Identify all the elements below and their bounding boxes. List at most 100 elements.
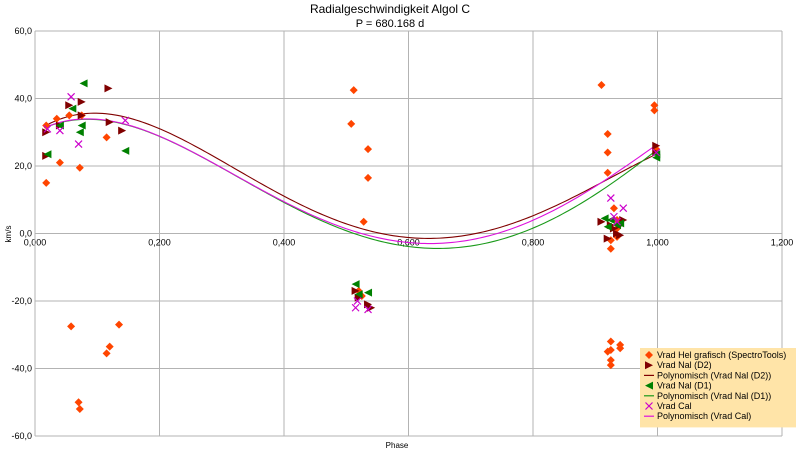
- data-point: [351, 280, 360, 289]
- data-point: [616, 231, 625, 240]
- data-point: [359, 217, 368, 226]
- legend-swatch: [645, 361, 653, 370]
- data-point: [75, 405, 84, 413]
- legend-label: Polynomisch (Vrad Nal (D2)): [657, 370, 771, 380]
- data-point: [105, 118, 114, 127]
- data-point: [75, 128, 84, 137]
- trend-curve: [44, 112, 658, 239]
- trend-curves: [44, 112, 658, 249]
- data-point: [67, 322, 76, 331]
- data-point: [613, 217, 621, 226]
- chart-title: Radialgeschwindigkeit Algol C: [310, 2, 470, 16]
- data-point: [364, 305, 372, 314]
- data-point: [606, 356, 615, 365]
- x-tick-label: 0,800: [522, 238, 545, 248]
- x-tick-label: 1,000: [646, 238, 669, 248]
- data-point: [43, 124, 52, 133]
- data-point: [652, 150, 661, 159]
- axes: 0,000 0,200 0,400 0,600 0,800 1,000 1,20060,04…: [11, 26, 793, 441]
- data-point: [603, 129, 612, 138]
- y-tick-label: -60,0: [11, 431, 32, 441]
- data-point: [349, 86, 358, 95]
- trend-curve: [44, 118, 658, 245]
- data-point: [74, 140, 83, 148]
- data-point: [55, 158, 64, 167]
- data-point: [74, 398, 83, 407]
- y-axis-title: km/s: [4, 226, 13, 243]
- data-point: [121, 116, 130, 125]
- data-point: [75, 163, 84, 172]
- chart-subtitle: P = 680.168 d: [356, 18, 425, 30]
- y-tick-label: 40,0: [14, 94, 32, 104]
- x-tick-label: 0,200: [148, 238, 171, 248]
- y-tick-label: 20,0: [14, 161, 32, 171]
- data-point: [600, 214, 609, 223]
- legend-swatch: [645, 381, 653, 390]
- data-point: [650, 106, 659, 115]
- data-point: [652, 148, 661, 157]
- y-tick-label: 60,0: [14, 26, 32, 36]
- data-point: [606, 194, 615, 202]
- data-point: [616, 219, 625, 228]
- data-point: [351, 286, 360, 295]
- data-point: [121, 146, 130, 155]
- data-point: [42, 128, 51, 137]
- data-point: [609, 224, 618, 233]
- data-point: [67, 92, 76, 101]
- data-point: [606, 337, 615, 346]
- legend-swatch: [645, 402, 653, 410]
- data-point: [603, 168, 612, 177]
- data-point: [603, 148, 612, 157]
- data-point: [603, 222, 612, 231]
- legend-swatch: [645, 351, 653, 359]
- data-point: [77, 111, 86, 120]
- data-point: [597, 81, 606, 89]
- data-point: [610, 212, 618, 221]
- x-tick-label: 1,200: [771, 238, 794, 248]
- x-tick-label: 0,400: [273, 238, 296, 248]
- legend-label: Vrad Cal: [657, 401, 692, 411]
- y-tick-label: 0,0: [19, 229, 32, 239]
- data-points: [42, 79, 661, 413]
- legend-label: Vrad Nal (D2): [657, 360, 712, 370]
- data-point: [65, 101, 74, 110]
- legend: Vrad Hel grafisch (SpectroTools)Vrad Nal…: [640, 348, 796, 428]
- x-axis-title: Phase: [386, 441, 409, 450]
- data-point: [55, 126, 64, 135]
- data-point: [609, 204, 618, 213]
- data-point: [606, 361, 615, 370]
- data-point: [652, 141, 661, 150]
- data-point: [354, 290, 363, 299]
- data-point: [55, 121, 64, 130]
- data-point: [619, 204, 628, 213]
- data-point: [353, 297, 362, 305]
- data-point: [104, 84, 113, 93]
- data-point: [347, 119, 356, 128]
- y-tick-label: -40,0: [11, 364, 32, 374]
- data-point: [102, 133, 111, 142]
- data-point: [597, 217, 606, 226]
- trend-curve: [44, 118, 658, 249]
- data-point: [606, 244, 615, 253]
- legend-box: [640, 348, 796, 428]
- data-point: [52, 114, 61, 123]
- data-point: [364, 145, 373, 154]
- data-point: [364, 173, 373, 182]
- data-point: [115, 320, 124, 329]
- y-tick-label: -20,0: [11, 296, 32, 306]
- data-point: [77, 121, 86, 130]
- legend-label: Vrad Nal (D1): [657, 381, 712, 391]
- data-point: [68, 104, 77, 113]
- data-point: [603, 234, 612, 243]
- data-point: [118, 126, 127, 135]
- legend-label: Polynomisch (Vrad Nal (D1)): [657, 391, 771, 401]
- data-point: [42, 178, 51, 187]
- data-point: [606, 345, 615, 354]
- data-point: [650, 101, 659, 110]
- data-point: [102, 349, 111, 358]
- data-point: [79, 79, 88, 88]
- legend-label: Polynomisch (Vrad Cal): [657, 411, 751, 421]
- data-point: [364, 288, 373, 297]
- data-point: [77, 97, 86, 106]
